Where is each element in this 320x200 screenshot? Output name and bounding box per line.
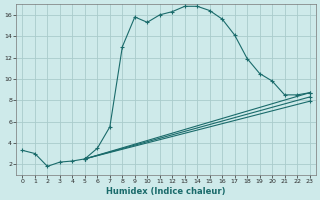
X-axis label: Humidex (Indice chaleur): Humidex (Indice chaleur) <box>106 187 226 196</box>
